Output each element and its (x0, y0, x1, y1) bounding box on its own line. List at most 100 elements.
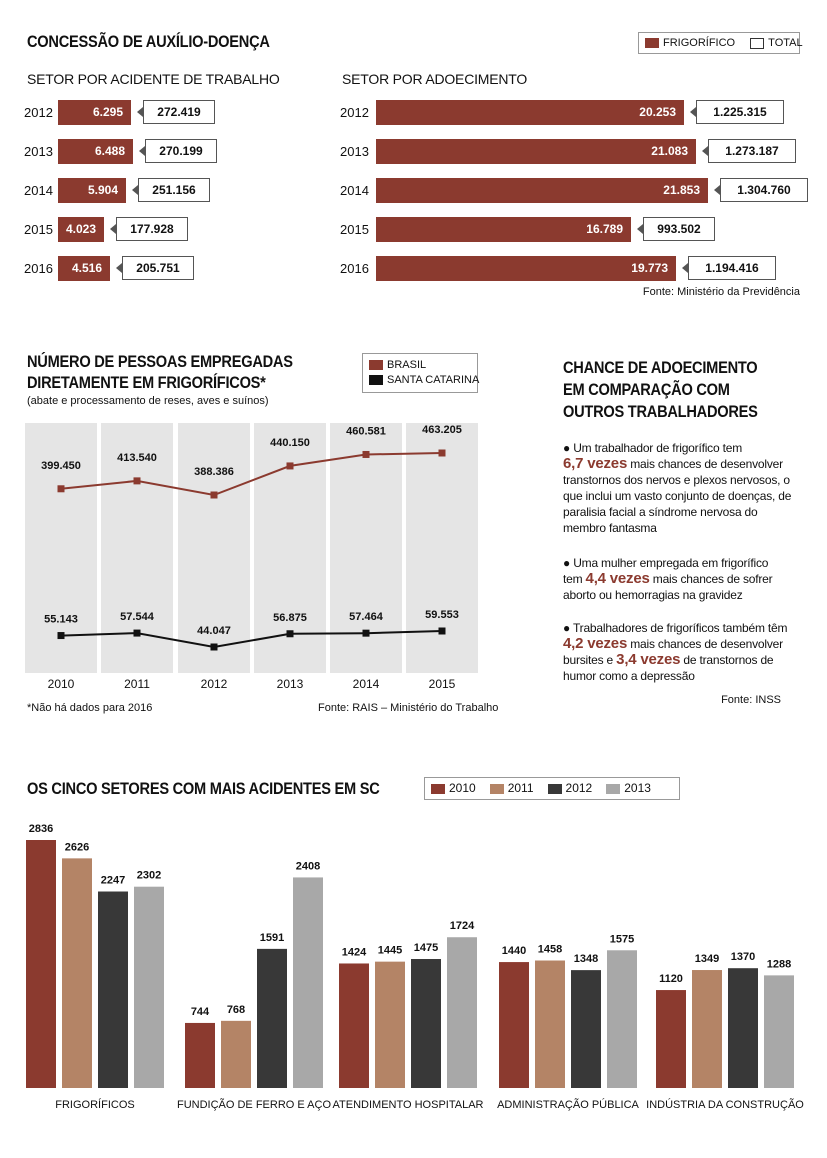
brasil-data-label: 460.581 (346, 425, 386, 437)
illness-total-box: 1.304.760 (720, 178, 808, 202)
brasil-point (210, 491, 218, 499)
section3-title-line1: CHANCE DE ADOECIMENTO (563, 358, 758, 377)
bar-2012 (728, 968, 758, 1088)
sc-data-label: 55.143 (44, 614, 78, 626)
accident-year-label: 2015 (24, 222, 53, 237)
accident-total-pointer (110, 224, 116, 234)
brasil-point (362, 450, 370, 458)
category-label: ADMINISTRAÇÃO PÚBLICA (497, 1098, 639, 1111)
bullet-bursitis-highlight2: 3,4 vezes (616, 651, 681, 668)
bar-value-label: 1349 (695, 953, 719, 965)
x-tick-label: 2013 (277, 677, 304, 691)
bar-value-label: 744 (191, 1006, 210, 1018)
right-subtitle: SETOR POR ADOECIMENTO (342, 71, 528, 87)
brasil-data-label: 463.205 (422, 424, 462, 436)
legend-year-2013: 2013 (606, 781, 651, 795)
bullet-pregnancy-pre: Uma mulher empregada em frigorífico tem (563, 556, 769, 586)
brasil-line (60, 452, 443, 497)
bullet-bursitis-highlight1: 4,2 vezes (563, 635, 628, 652)
bar-value-label: 1348 (574, 953, 598, 965)
legend-swatch-total (750, 37, 765, 49)
section1-legend: FRIGORÍFICO TOTAL (638, 32, 803, 54)
sc-point (57, 632, 65, 640)
bar-value-label: 1575 (610, 933, 634, 945)
x-tick-label: 2011 (124, 677, 150, 691)
accident-total-box: 272.419 (143, 100, 215, 124)
accident-year-label: 2014 (24, 183, 53, 198)
bar-value-label: 2302 (137, 870, 161, 882)
bar-value-label: 1370 (731, 951, 755, 963)
section2-note: *Não há dados para 2016 (27, 702, 153, 714)
brasil-data-label: 388.386 (194, 466, 234, 478)
illness-year-label: 2015 (340, 222, 369, 237)
section2-source: Fonte: RAIS – Ministério do Trabalho (318, 702, 499, 714)
accident-total-box: 270.199 (145, 139, 217, 163)
bullet-pregnancy-post: mais chances de sofrer aborto ou hemorra… (563, 572, 773, 602)
illness-total-pointer (682, 263, 688, 273)
bar-value-label: 1458 (538, 944, 562, 956)
bar-2011 (375, 961, 405, 1088)
bar-2012 (411, 959, 441, 1088)
bar-2010 (185, 1022, 215, 1088)
accident-total-pointer (132, 185, 138, 195)
section3-title-line3: OUTROS TRABALHADORES (563, 402, 758, 421)
bullet-pregnancy: ● Uma mulher empregada em frigorífico te… (563, 556, 773, 602)
bar-2012 (98, 891, 128, 1088)
x-tick-label: 2012 (201, 677, 228, 691)
bullet-bursitis-post: de transtornos de humor como a depressão (563, 653, 774, 683)
illness-bar: 16.789 (376, 217, 631, 242)
year-column-bg (178, 423, 250, 673)
legend-swatch-sc (369, 375, 383, 386)
bar-2013 (134, 886, 164, 1088)
legend-year-2011: 2011 (489, 781, 534, 795)
legend-label: 2012 (565, 781, 593, 795)
accident-total-box: 251.156 (138, 178, 210, 202)
sc-data-label: 56.875 (273, 612, 307, 624)
bullet-bursitis-mid: mais chances de desenvolver bursites e (563, 637, 783, 667)
bar-value-label: 1724 (450, 920, 475, 932)
bar-2010 (656, 990, 686, 1088)
employment-line-chart: 2010 2011 2012 2013 2014 2015 399.450 413.540 38… (25, 423, 478, 691)
illness-total-box: 1.194.416 (688, 256, 776, 280)
legend-swatch-frigorifico (645, 38, 659, 49)
brasil-point (286, 462, 294, 470)
bar-2013 (293, 877, 323, 1088)
bar-value-label: 1445 (378, 945, 402, 957)
section2-subtitle: (abate e processamento de reses, aves e … (27, 395, 269, 407)
sc-point (210, 643, 218, 651)
bullet-nerves-pre: Um trabalhador de frigorífico tem (573, 441, 742, 455)
bar-2011 (221, 1020, 251, 1088)
accident-total-pointer (139, 146, 145, 156)
bullet-pregnancy-highlight: 4,4 vezes (585, 570, 650, 587)
illness-total-pointer (702, 146, 708, 156)
illness-total-box: 1.273.187 (708, 139, 796, 163)
bar-2011 (62, 858, 92, 1088)
section4-title: OS CINCO SETORES COM MAIS ACIDENTES EM S… (27, 779, 380, 798)
sc-point (133, 629, 141, 637)
brasil-data-label: 440.150 (270, 437, 310, 449)
section2-title-line2: DIRETAMENTE EM FRIGORÍFICOS* (27, 373, 266, 392)
brasil-point (438, 449, 446, 457)
section3-title-line2: EM COMPARAÇÃO COM (563, 380, 730, 399)
sc-data-label: 57.544 (120, 611, 155, 623)
brasil-point (57, 485, 65, 493)
illness-total-pointer (637, 224, 643, 234)
legend-label: 2010 (449, 781, 476, 795)
accident-bar: 4.023 (58, 217, 104, 242)
bar-2011 (692, 970, 722, 1088)
illness-year-label: 2013 (340, 144, 369, 159)
legend-year-2010: 2010 (431, 781, 476, 795)
section4-legend: 2010 2011 2012 2013 (424, 777, 680, 800)
bar-value-label: 2408 (296, 860, 320, 872)
bar-value-label: 2836 (29, 823, 53, 835)
illness-year-label: 2014 (340, 183, 369, 198)
category-label: FUNDIÇÃO DE FERRO E AÇO (177, 1098, 331, 1111)
bar-value-label: 1120 (659, 973, 683, 985)
bar-value-label: 1475 (414, 942, 438, 954)
illness-bar: 20.253 (376, 100, 684, 125)
illness-total-pointer (714, 185, 720, 195)
bullet-nerves-highlight: 6,7 vezes (563, 455, 628, 472)
sc-point (362, 629, 370, 637)
bar-value-label: 1288 (767, 958, 791, 970)
accident-year-label: 2013 (24, 144, 53, 159)
